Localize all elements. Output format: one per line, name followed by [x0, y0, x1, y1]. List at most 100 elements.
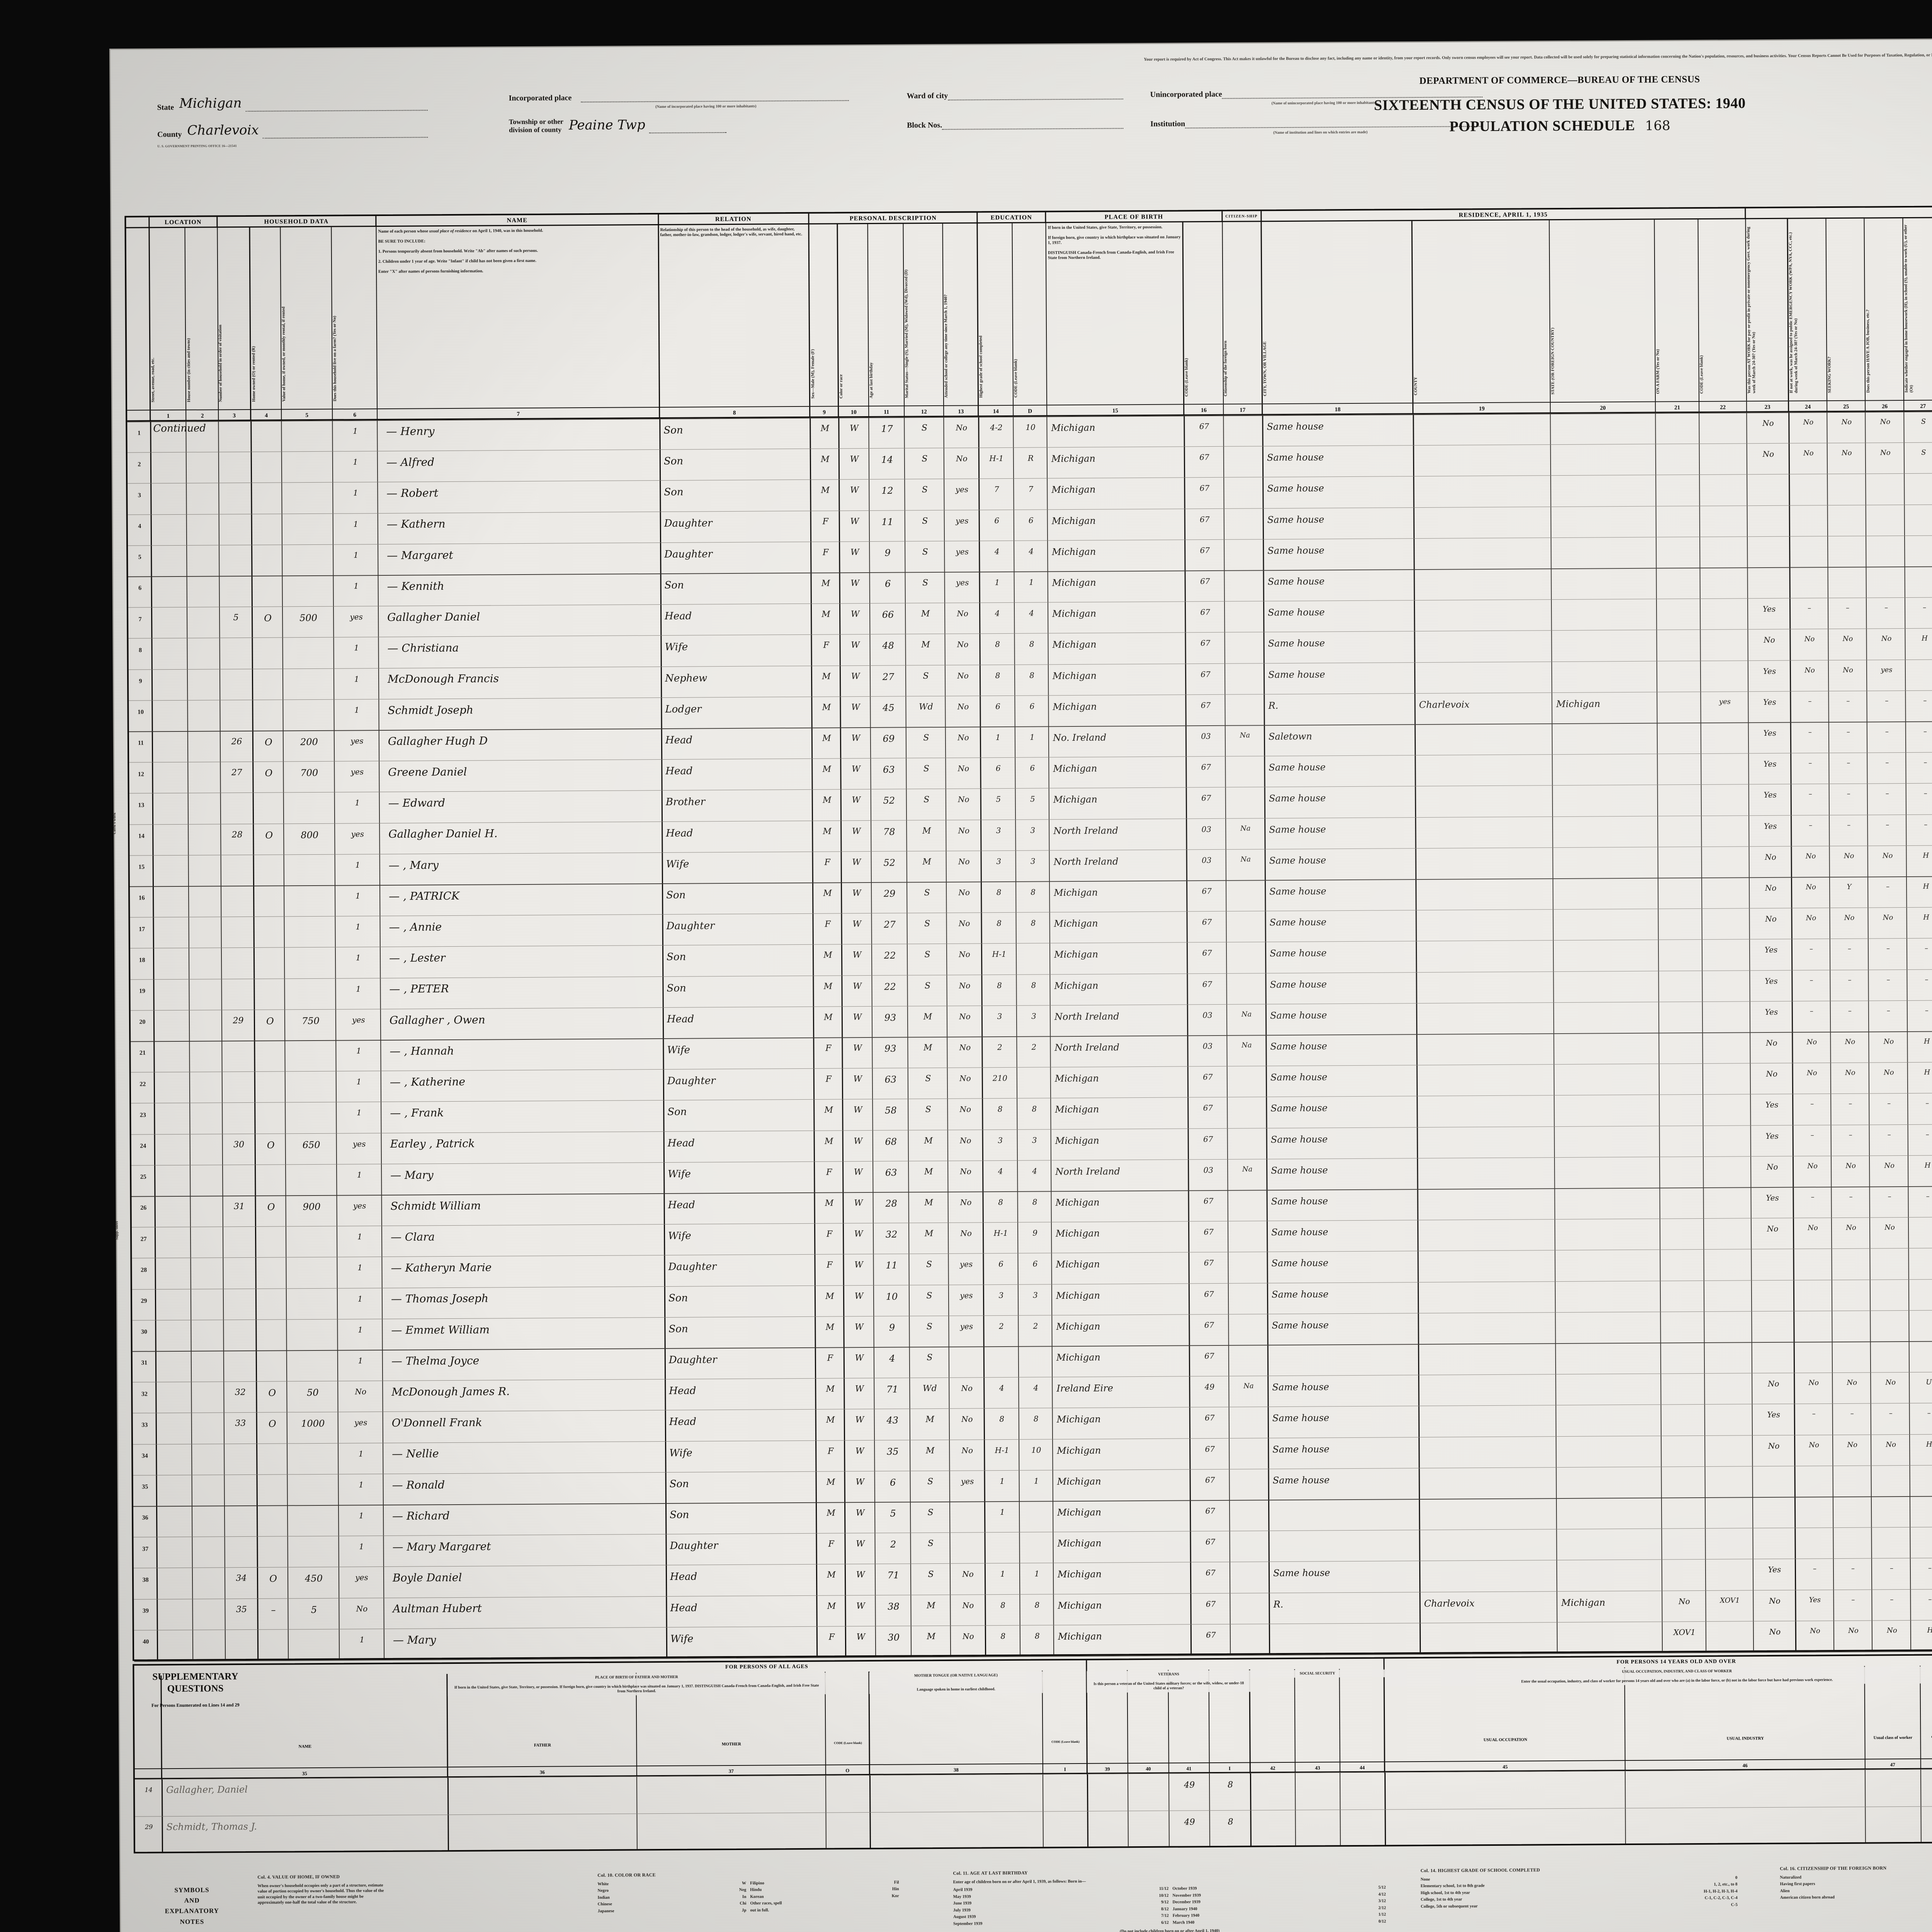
cell-job: – [1885, 789, 1889, 798]
cell-farm: 1 [355, 922, 361, 932]
cell-farm: yes [350, 736, 364, 746]
note-item-key: Indian [597, 1895, 610, 1900]
cell-farm: 1 [358, 1356, 363, 1366]
cell-race: W [852, 888, 861, 898]
column-number-c22: 22 [1699, 401, 1747, 413]
cell-ms: S [921, 423, 928, 433]
field-county[interactable]: County Charlevoix [157, 121, 428, 139]
cell-age: 29 [883, 888, 896, 899]
column-header-c21: ON A FARM (Yes or No) [1655, 219, 1700, 401]
unincorporated-label: Unincorporated place [1150, 90, 1222, 99]
cell-bcode: 67 [1202, 886, 1212, 896]
cell-atwork: No [1769, 1596, 1781, 1605]
cell-sch: No [960, 1197, 972, 1207]
supp-col-number-scls: 47 [1865, 1759, 1921, 1770]
grid-row-line [132, 1275, 1932, 1290]
field-institution[interactable]: Institution [1150, 118, 1483, 129]
cell-oth: – [1922, 603, 1927, 612]
note-item-key: June 1939 [953, 1901, 972, 1906]
cell-county: Michigan [1556, 698, 1600, 709]
cell-oth: H [1924, 1068, 1930, 1077]
cell-grade: H-1 [989, 454, 1004, 463]
cell-rel: Head [668, 1199, 695, 1211]
cell-emerg: No [1808, 1224, 1818, 1232]
cell-res35: Same house [1269, 917, 1327, 928]
cell-name: — Thomas Joseph [391, 1292, 489, 1306]
cell-ms: S [926, 1260, 932, 1270]
cell-seek: – [1849, 1100, 1852, 1108]
cell-age: 27 [882, 671, 895, 682]
cell-emerg: No [1807, 1162, 1818, 1170]
cell-job: – [1885, 697, 1889, 705]
cell-bcode: 67 [1200, 545, 1210, 555]
cell-val: 800 [301, 829, 319, 840]
cell-ms: S [922, 454, 928, 464]
note-item-key: Negro [597, 1888, 609, 1893]
cell-farm: yes [353, 1201, 366, 1211]
cell-job: No [1886, 1440, 1896, 1449]
supp-cell: 7 [1922, 1776, 1932, 1786]
cell-own: O [267, 1201, 275, 1213]
field-unincorporated[interactable]: Unincorporated place [1150, 88, 1483, 99]
cell-res35: Same house [1272, 1412, 1330, 1424]
cell-oth: H [1924, 1161, 1931, 1170]
row-line-number: 9 [139, 678, 142, 685]
cell-bcode: 67 [1205, 1537, 1216, 1547]
cell-emerg: No [1804, 666, 1815, 675]
cell-ms: M [924, 1136, 933, 1146]
cell-race: W [856, 1601, 865, 1611]
grid-row-line [131, 1088, 1932, 1104]
cell-state: XOV1 [1673, 1627, 1696, 1637]
cell-atwork: Yes [1764, 821, 1777, 831]
cell-res35: Same house [1271, 1288, 1329, 1300]
cell-age: 93 [884, 1012, 896, 1023]
cell-race: W [850, 609, 860, 619]
cell-job: – [1887, 1130, 1891, 1139]
grid-row-line [129, 810, 1932, 825]
row-line-number: 7 [138, 616, 142, 623]
field-ward[interactable]: Ward of city [907, 90, 1123, 100]
cell-own: O [266, 1015, 274, 1027]
cell-race: W [852, 857, 861, 867]
cell-gcode: 4 [1029, 546, 1034, 556]
cell-hh: 33 [235, 1418, 246, 1429]
cell-rel: Head [665, 765, 693, 777]
cell-ms: M [922, 826, 931, 836]
cell-res35: R. [1273, 1599, 1284, 1610]
cell-name: — , PATRICK [389, 889, 460, 903]
cell-oth: H [1923, 1037, 1930, 1046]
field-township[interactable]: Township or other division of county Pea… [509, 117, 726, 134]
cell-atwork: No [1768, 1441, 1780, 1451]
cell-ms: S [925, 1074, 931, 1084]
column-number-c1: 1 [151, 410, 187, 422]
cell-sch: No [959, 1043, 971, 1052]
cell-resfarm: XOV1 [1720, 1596, 1740, 1605]
note-item-value: 10/12 [1159, 1893, 1169, 1898]
cell-bcode: 67 [1201, 793, 1211, 803]
cell-sex: M [823, 981, 833, 992]
supp-cell-name: Schmidt, Thomas J. [166, 1821, 257, 1833]
cell-atwork: Yes [1765, 1100, 1779, 1110]
column-header-c15: If born in the United States, give State… [1046, 222, 1185, 405]
supp-subheader-text: MOTHER TONGUE (OR NATIVE LANGUAGE) Langua… [869, 1671, 1043, 1694]
explanatory-note-block: Col. 4. VALUE OF HOME, IF OWNED When owne… [257, 1874, 385, 1908]
cell-sex: F [822, 517, 828, 527]
supp-grid-col [1127, 1774, 1129, 1847]
column-header-c24: If not at work, was he assigned to publi… [1788, 219, 1828, 401]
cell-seek: – [1847, 945, 1852, 953]
cell-race: W [851, 733, 861, 743]
field-incorporated-place[interactable]: Incorporated place [509, 92, 849, 103]
block-underline [942, 128, 1124, 130]
cell-gcode: 4 [1032, 1166, 1037, 1176]
supp-cell: 8 [1227, 1780, 1233, 1790]
cell-ms: M [924, 1167, 933, 1177]
cell-sex: F [828, 1539, 834, 1549]
field-block[interactable]: Block Nos. [907, 120, 1124, 130]
cell-age: 11 [881, 516, 894, 527]
cell-gcode: 3 [1032, 1135, 1037, 1145]
cell-race: W [854, 1229, 863, 1239]
cell-birth: Michigan [1055, 1228, 1100, 1239]
field-state[interactable]: State Michigan [157, 94, 428, 112]
cell-name: — Clara [391, 1230, 435, 1243]
privacy-notice: Your report is required by Act of Congre… [1144, 53, 1932, 62]
